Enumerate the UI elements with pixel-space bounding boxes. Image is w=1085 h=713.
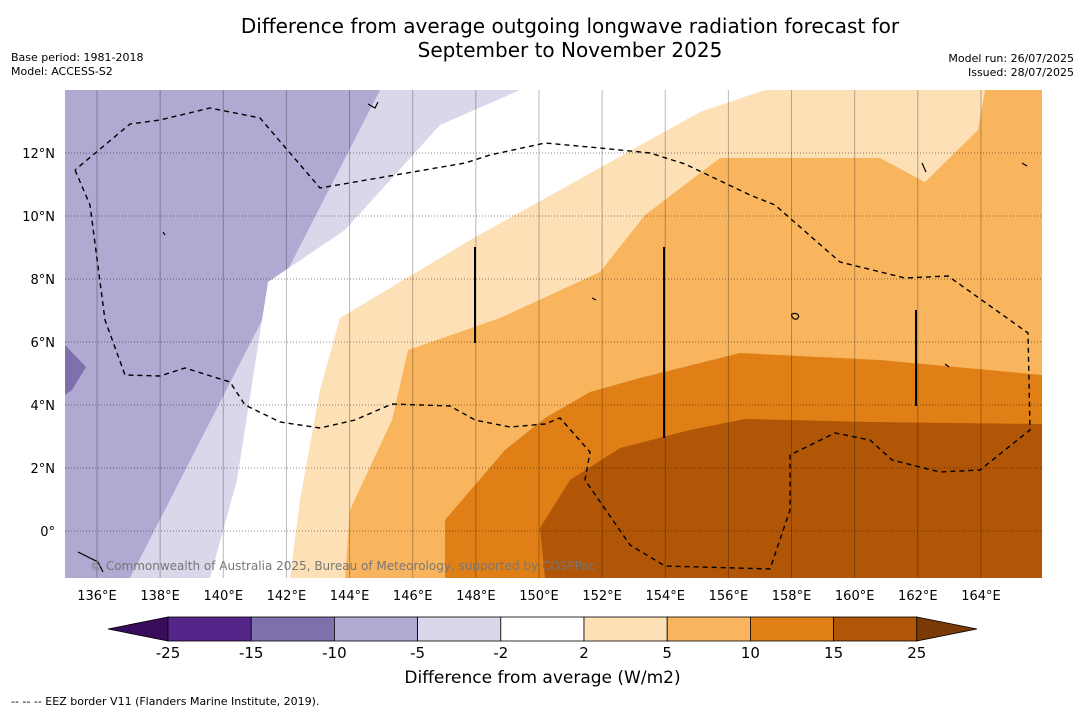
colorbar-swatch-1 [250, 616, 335, 642]
run-info: Model run: 26/07/2025 Issued: 28/07/2025 [948, 52, 1074, 80]
colorbar-swatch-5 [583, 616, 668, 642]
lat-label-2n: 2°N [31, 462, 56, 477]
colorbar-extend-high [916, 616, 978, 642]
colorbar-tick-labels: -25 -15 -10 -5 -2 2 5 10 15 25 [156, 644, 927, 662]
lon-label-150e: 150°E [519, 589, 559, 604]
lon-label-136e: 136°E [77, 589, 117, 604]
colorbar-swatch-8 [833, 616, 918, 642]
colorbar-label: Difference from average (W/m2) [404, 668, 681, 688]
lon-label-162e: 162°E [898, 589, 938, 604]
colorbar-tick-15: 15 [824, 644, 843, 662]
title-line-1: Difference from average outgoing longwav… [240, 14, 900, 38]
colorbar-tick--25: -25 [156, 644, 181, 662]
colorbar-tick-2: 2 [579, 644, 589, 662]
graticule [65, 90, 1042, 578]
lon-label-160e: 160°E [835, 589, 875, 604]
colorbar-tick-25: 25 [907, 644, 926, 662]
colorbar-tick-5: 5 [662, 644, 672, 662]
colorbar-extend-low [107, 616, 169, 642]
lon-label-144e: 144°E [330, 589, 370, 604]
issued-date: Issued: 28/07/2025 [967, 66, 1074, 79]
lon-label-138e: 138°E [140, 589, 180, 604]
map-title: Difference from average outgoing longwav… [170, 14, 970, 62]
lat-label-0: 0° [40, 525, 55, 540]
lon-label-156e: 156°E [709, 589, 749, 604]
colorbar-tick--5: -5 [410, 644, 425, 662]
colorbar-tick--15: -15 [239, 644, 264, 662]
lat-label-10n: 10°N [22, 210, 55, 225]
lat-label-8n: 8°N [31, 273, 56, 288]
colorbar-swatch-6 [666, 616, 751, 642]
colorbar-swatch-3 [417, 616, 502, 642]
longitude-labels: 136°E 138°E 140°E 142°E 144°E 146°E 148°E 150°E… [77, 589, 1000, 604]
eez-border [74, 107, 1031, 570]
colorbar-swatch-0 [167, 616, 252, 642]
eez-legend: -- -- -- EEZ border V11 (Flanders Marine… [11, 695, 320, 708]
field-band-minus15 [65, 345, 86, 395]
model-run: Model run: 26/07/2025 [948, 52, 1074, 65]
copyright-text: © Commonwealth of Australia 2025, Bureau… [90, 559, 595, 573]
island-lines [77, 101, 1028, 573]
colorbar-swatch-4 [500, 616, 585, 642]
latitude-labels: 12°N 10°N 8°N 6°N 4°N 2°N 0° [22, 147, 55, 540]
colorbar-tick--2: -2 [493, 644, 508, 662]
colorbar-tick-10: 10 [741, 644, 760, 662]
lon-label-152e: 152°E [582, 589, 622, 604]
lon-label-154e: 154°E [645, 589, 685, 604]
lat-label-6n: 6°N [31, 336, 56, 351]
lon-label-142e: 142°E [267, 589, 307, 604]
title-line-2: September to November 2025 [417, 38, 723, 62]
model-name: Model: ACCESS-S2 [11, 65, 113, 78]
lon-label-146e: 146°E [393, 589, 433, 604]
colorbar [107, 616, 978, 642]
field-band-plus15 [540, 419, 1042, 578]
colorbar-swatch-7 [750, 616, 835, 642]
lon-label-158e: 158°E [772, 589, 812, 604]
colorbar-tick--10: -10 [322, 644, 347, 662]
lon-label-164e: 164°E [961, 589, 1001, 604]
lat-label-4n: 4°N [31, 399, 56, 414]
lon-label-140e: 140°E [204, 589, 244, 604]
map-field [65, 90, 1042, 578]
colorbar-swatch-2 [333, 616, 418, 642]
model-info: Base period: 1981-2018 Model: ACCESS-S2 [11, 51, 143, 79]
lon-label-148e: 148°E [456, 589, 496, 604]
lat-label-12n: 12°N [22, 147, 55, 162]
base-period: Base period: 1981-2018 [11, 51, 144, 64]
overlays [74, 101, 1031, 573]
